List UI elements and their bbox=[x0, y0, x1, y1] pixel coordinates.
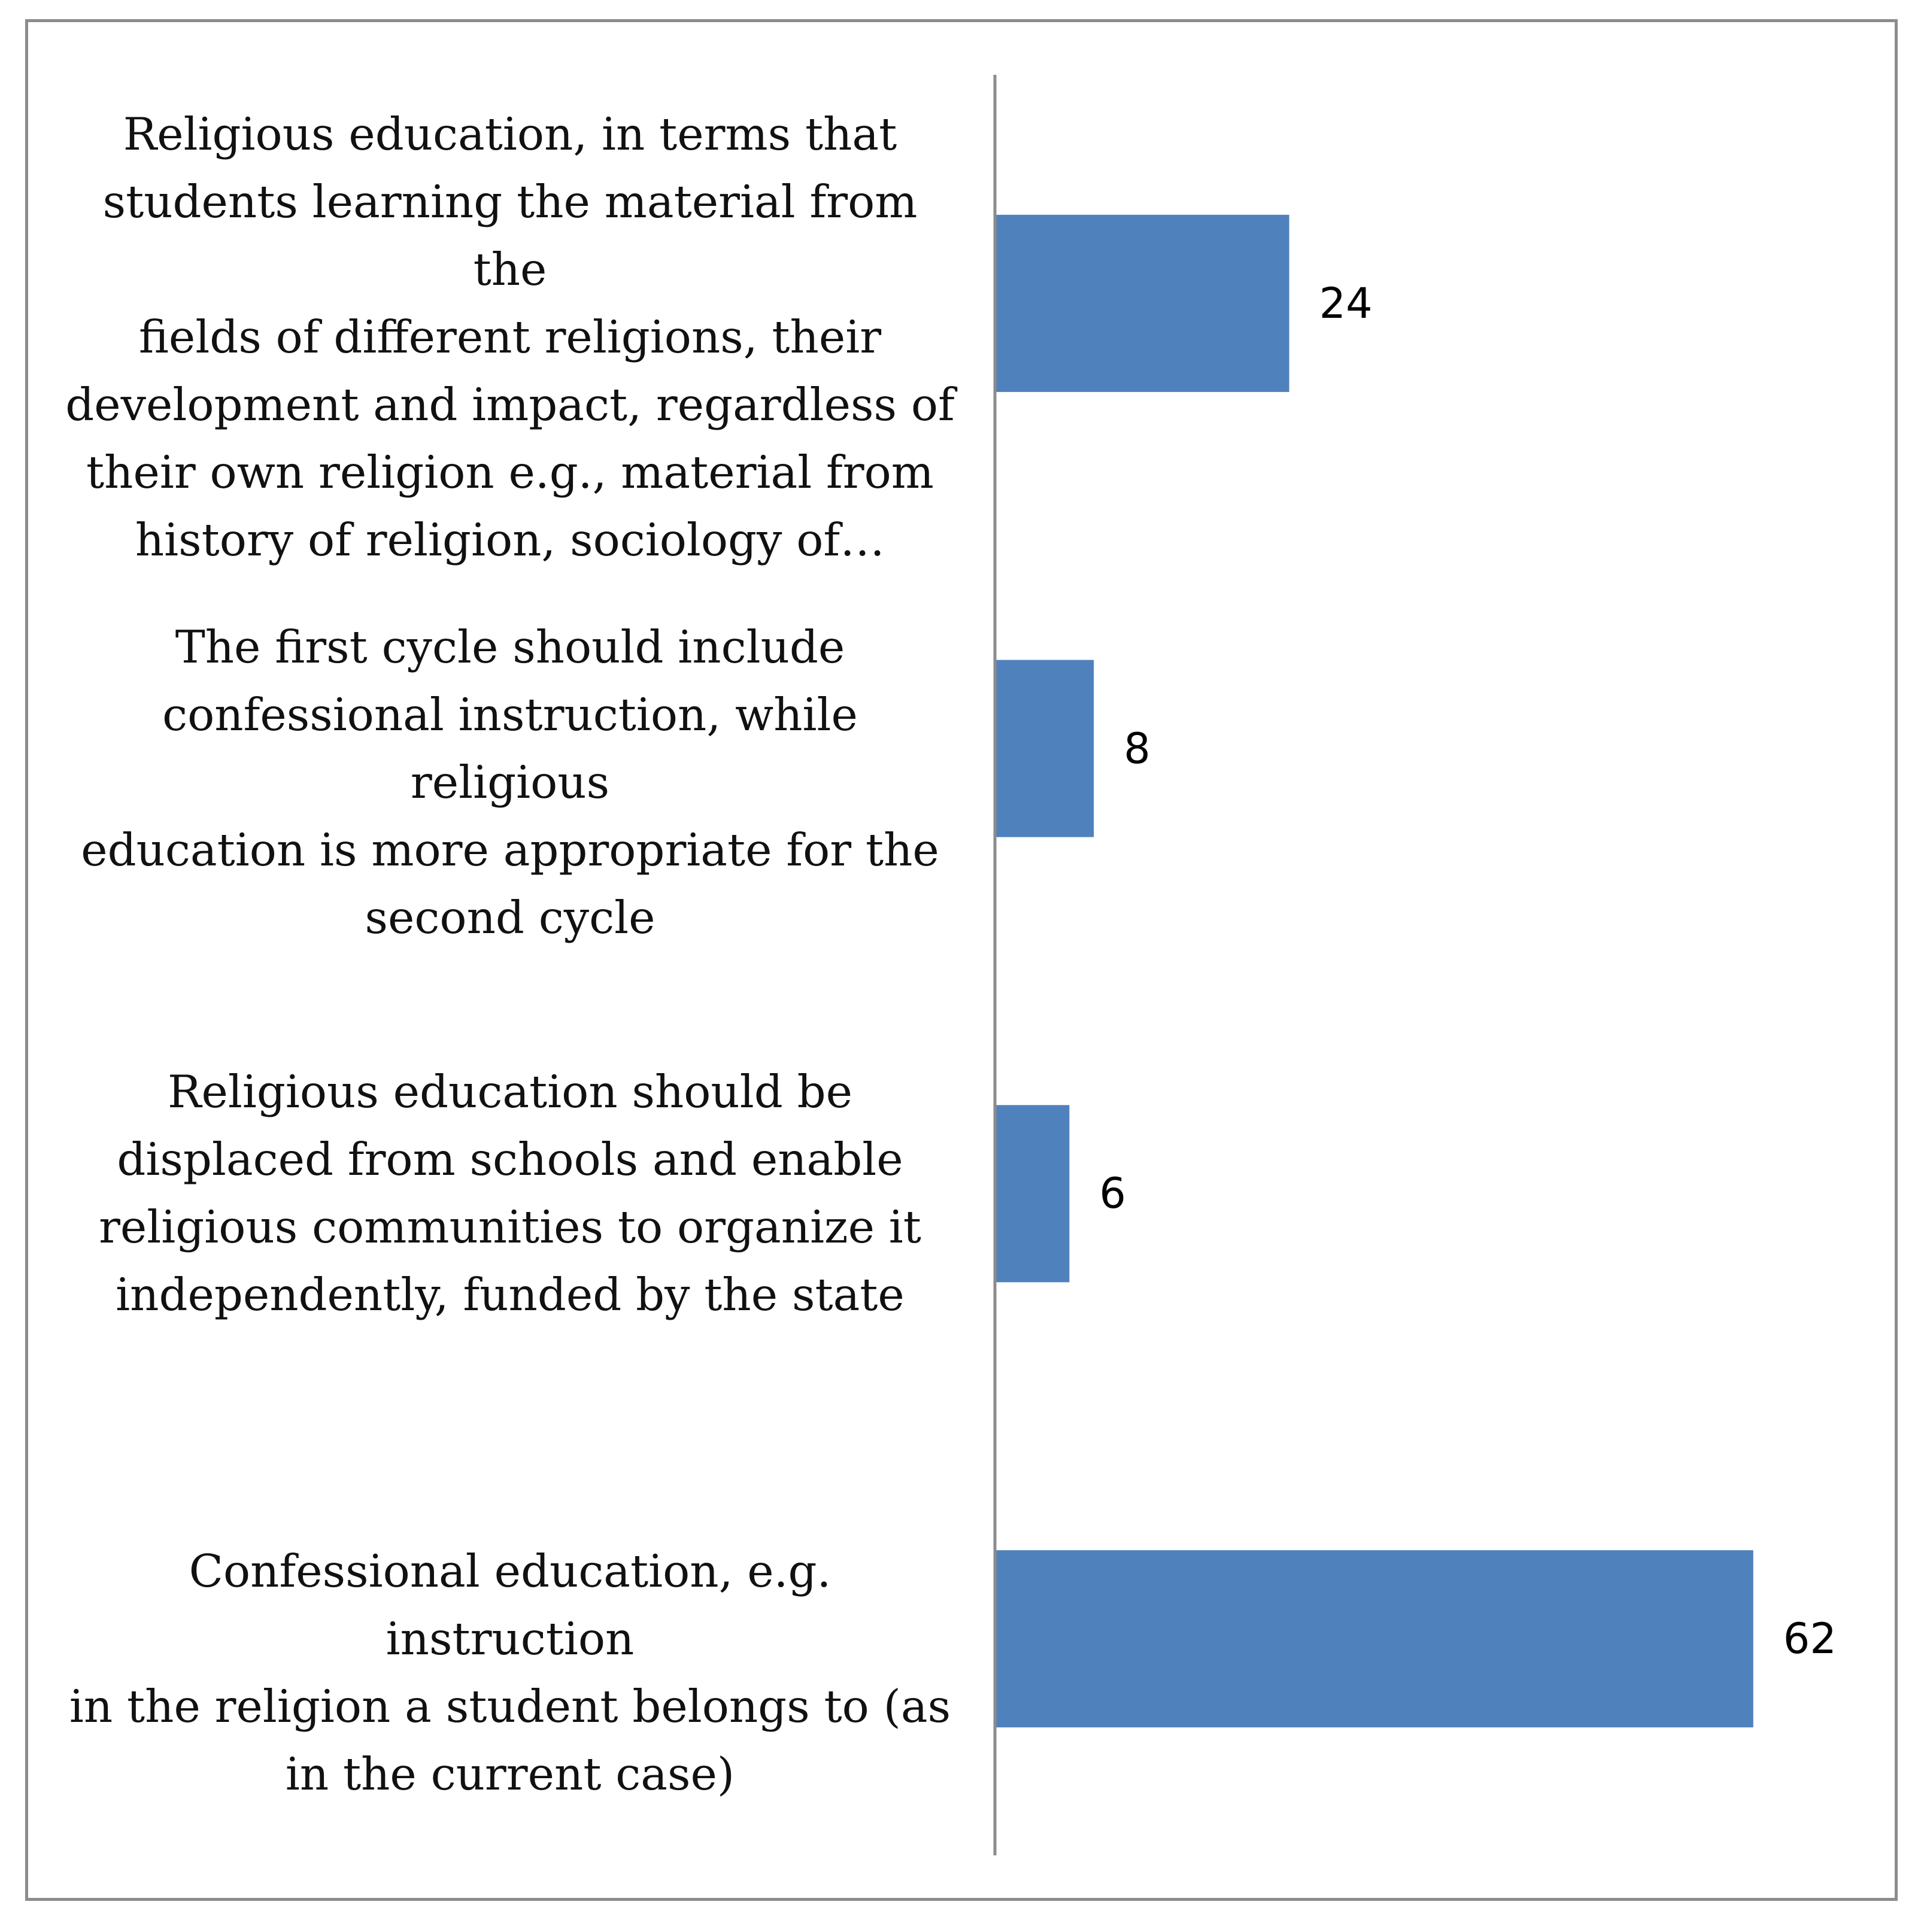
value-label-3: 6 bbox=[1099, 1169, 1126, 1219]
category-label-2: The first cycle should include confessio… bbox=[81, 620, 939, 944]
bar-1 bbox=[996, 214, 1289, 392]
bar-4 bbox=[996, 1550, 1753, 1728]
value-label-4: 62 bbox=[1783, 1614, 1837, 1664]
bar-2 bbox=[996, 660, 1094, 837]
value-label-2: 8 bbox=[1124, 724, 1151, 773]
bar-3 bbox=[996, 1105, 1070, 1283]
value-label-1: 24 bbox=[1319, 278, 1373, 328]
category-label-1: Religious education, in terms that stude… bbox=[65, 107, 955, 566]
category-label-3: Religious education should be displaced … bbox=[99, 1065, 921, 1322]
bars-group bbox=[996, 214, 1753, 1728]
category-label-4: Confessional education, e.g. instruction… bbox=[69, 1544, 951, 1800]
